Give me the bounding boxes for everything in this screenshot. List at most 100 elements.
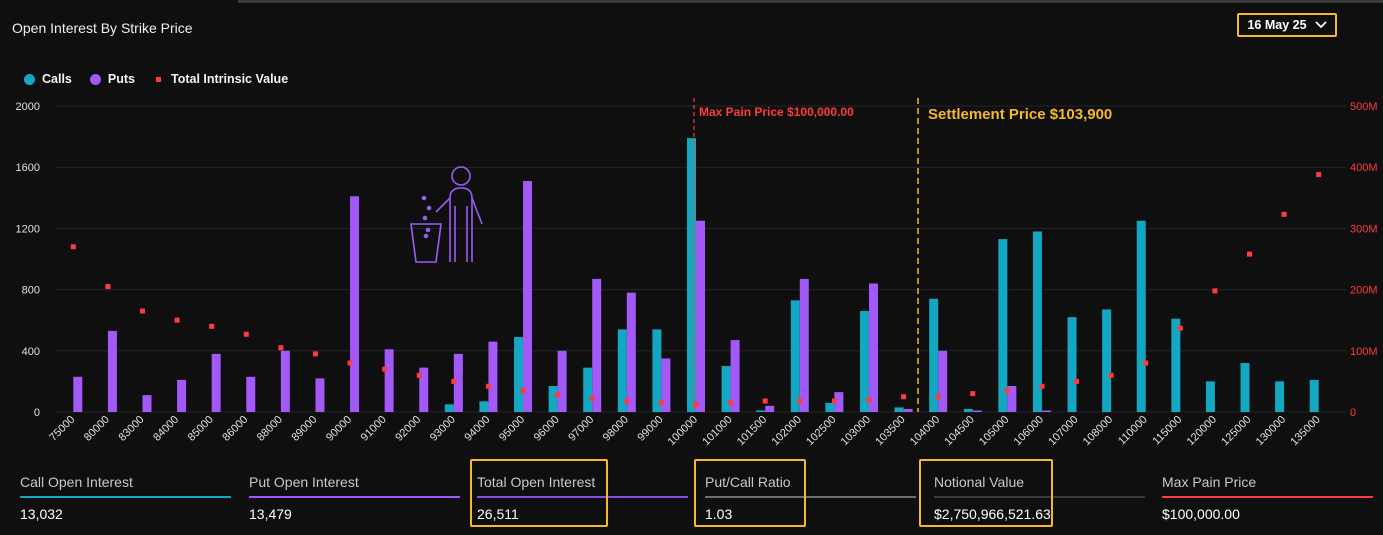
bar-calls-135000[interactable] xyxy=(1309,379,1319,412)
bar-puts-83000[interactable] xyxy=(142,395,152,412)
bar-calls-105000[interactable] xyxy=(998,239,1008,412)
bar-calls-100000[interactable] xyxy=(687,138,696,412)
tiv-marker-94000[interactable] xyxy=(485,383,491,389)
bar-puts-88000[interactable] xyxy=(280,350,290,412)
tiv-marker-86000[interactable] xyxy=(243,331,249,337)
tiv-marker-89000[interactable] xyxy=(312,351,318,357)
bar-calls-98000[interactable] xyxy=(617,329,627,412)
legend-puts[interactable]: Puts xyxy=(89,72,135,86)
tiv-marker-105000[interactable] xyxy=(1004,388,1010,394)
tiv-marker-80000[interactable] xyxy=(105,284,111,290)
bar-puts-92000[interactable] xyxy=(419,367,429,412)
bar-calls-97000[interactable] xyxy=(583,367,593,412)
bar-puts-97000[interactable] xyxy=(592,278,602,412)
settlement-annotation: Settlement Price $103,900 xyxy=(928,106,1112,123)
bar-puts-103500[interactable] xyxy=(903,408,913,412)
tiv-marker-91000[interactable] xyxy=(382,366,388,372)
bar-puts-75000[interactable] xyxy=(73,376,83,412)
tiv-marker-100000[interactable] xyxy=(693,402,699,408)
bar-calls-120000[interactable] xyxy=(1205,381,1215,412)
tiv-marker-102000[interactable] xyxy=(797,398,803,404)
tiv-marker-104000[interactable] xyxy=(935,394,941,400)
bar-calls-103000[interactable] xyxy=(859,311,869,412)
tiv-marker-95000[interactable] xyxy=(520,388,526,394)
tiv-marker-92000[interactable] xyxy=(416,372,422,378)
bar-puts-91000[interactable] xyxy=(384,349,394,412)
bar-puts-94000[interactable] xyxy=(488,341,498,412)
bar-puts-98000[interactable] xyxy=(626,292,636,412)
bar-calls-104500[interactable] xyxy=(963,408,973,412)
tiv-marker-93000[interactable] xyxy=(451,378,457,384)
tiv-marker-90000[interactable] xyxy=(347,360,353,366)
tiv-marker-108000[interactable] xyxy=(1108,372,1114,378)
bar-puts-93000[interactable] xyxy=(453,353,463,412)
bar-puts-84000[interactable] xyxy=(177,379,187,412)
bar-calls-110000[interactable] xyxy=(1136,220,1146,412)
bar-puts-100000[interactable] xyxy=(696,220,705,412)
bar-calls-103500[interactable] xyxy=(894,407,904,412)
bar-puts-101000[interactable] xyxy=(730,340,740,412)
bar-calls-125000[interactable] xyxy=(1240,363,1250,412)
tiv-marker-98000[interactable] xyxy=(624,398,630,404)
bar-calls-94000[interactable] xyxy=(479,401,489,412)
tiv-marker-103500[interactable] xyxy=(901,394,907,400)
tiv-marker-101500[interactable] xyxy=(762,398,768,404)
bar-puts-80000[interactable] xyxy=(107,330,117,412)
bar-calls-99000[interactable] xyxy=(652,329,662,412)
tiv-marker-101000[interactable] xyxy=(728,400,734,406)
tiv-marker-75000[interactable] xyxy=(70,244,76,250)
bar-calls-96000[interactable] xyxy=(548,385,558,412)
stat-call-oi-underline xyxy=(20,496,231,498)
bar-puts-102000[interactable] xyxy=(799,278,809,412)
bar-calls-107000[interactable] xyxy=(1067,317,1077,412)
bar-puts-96000[interactable] xyxy=(557,350,567,412)
bar-puts-104000[interactable] xyxy=(938,350,948,412)
tiv-marker-120000[interactable] xyxy=(1212,288,1218,294)
bar-calls-130000[interactable] xyxy=(1275,381,1285,412)
tiv-marker-130000[interactable] xyxy=(1281,211,1287,217)
bar-calls-93000[interactable] xyxy=(444,404,454,412)
tiv-marker-110000[interactable] xyxy=(1143,360,1149,366)
bar-calls-115000[interactable] xyxy=(1171,318,1181,412)
legend-calls[interactable]: Calls xyxy=(24,72,72,86)
tiv-marker-107000[interactable] xyxy=(1074,378,1080,384)
calls-dot-icon xyxy=(24,73,35,85)
bar-puts-105000[interactable] xyxy=(1007,385,1017,412)
bar-calls-102000[interactable] xyxy=(790,300,800,412)
tiv-marker-102500[interactable] xyxy=(831,398,837,404)
tiv-marker-103000[interactable] xyxy=(866,397,872,403)
bar-calls-101500[interactable] xyxy=(756,410,766,412)
bar-calls-104000[interactable] xyxy=(929,298,939,412)
bar-calls-106000[interactable] xyxy=(1032,231,1042,412)
bar-puts-85000[interactable] xyxy=(211,353,221,412)
bar-puts-90000[interactable] xyxy=(350,196,360,412)
tiv-marker-96000[interactable] xyxy=(555,392,561,398)
tiv-marker-104500[interactable] xyxy=(970,391,976,397)
bar-puts-104500[interactable] xyxy=(972,410,982,412)
bar-puts-102500[interactable] xyxy=(834,392,844,412)
bar-calls-95000[interactable] xyxy=(514,337,524,412)
tiv-marker-97000[interactable] xyxy=(589,396,595,402)
tiv-marker-115000[interactable] xyxy=(1177,325,1183,331)
bar-puts-99000[interactable] xyxy=(661,358,671,412)
tiv-marker-99000[interactable] xyxy=(658,400,664,406)
bar-puts-103000[interactable] xyxy=(868,283,878,412)
tiv-marker-88000[interactable] xyxy=(278,345,284,351)
bar-puts-89000[interactable] xyxy=(315,378,325,412)
bar-puts-106000[interactable] xyxy=(1041,410,1051,412)
y-right-tick-label: 200M xyxy=(1350,285,1378,297)
bar-calls-108000[interactable] xyxy=(1102,309,1112,412)
bar-puts-101500[interactable] xyxy=(765,405,775,412)
bar-calls-101000[interactable] xyxy=(721,366,731,412)
bar-puts-95000[interactable] xyxy=(523,180,533,412)
date-select[interactable]: 16 May 25 xyxy=(1237,13,1337,37)
tiv-marker-135000[interactable] xyxy=(1316,172,1322,178)
tiv-marker-106000[interactable] xyxy=(1039,383,1045,389)
bar-calls-102500[interactable] xyxy=(825,402,835,412)
tiv-marker-125000[interactable] xyxy=(1247,251,1253,257)
bar-puts-86000[interactable] xyxy=(246,376,256,412)
tiv-marker-85000[interactable] xyxy=(209,323,215,329)
tiv-marker-83000[interactable] xyxy=(139,308,145,314)
legend-tiv[interactable]: Total Intrinsic Value xyxy=(153,72,288,86)
tiv-marker-84000[interactable] xyxy=(174,317,180,323)
